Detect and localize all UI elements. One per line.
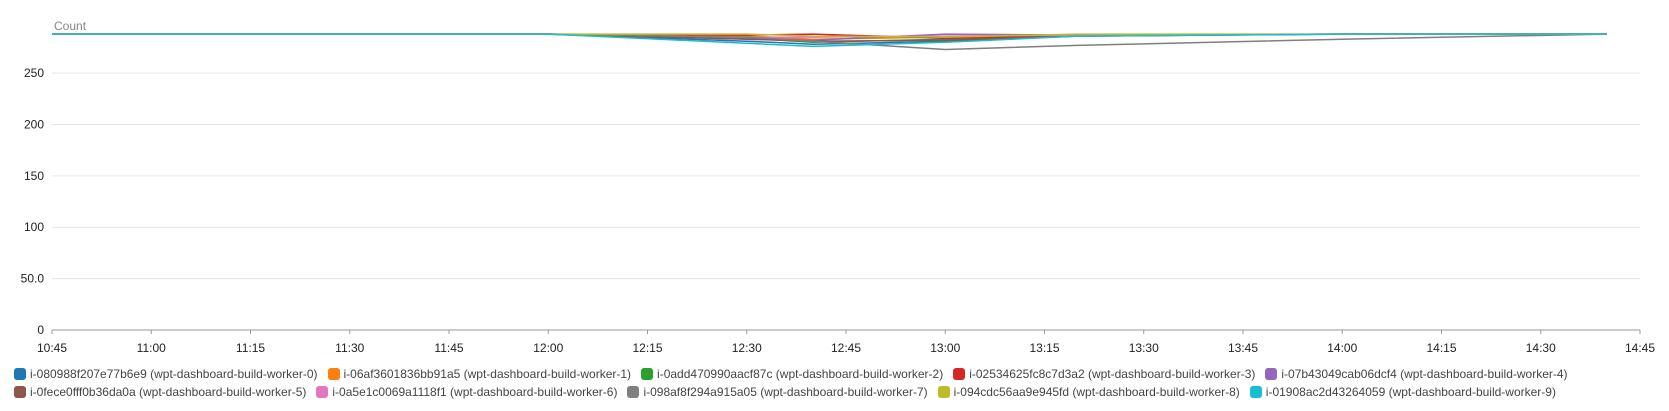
legend: i-080988f207e77b6e9 (wpt-dashboard-build… (14, 365, 1664, 401)
legend-swatch (627, 386, 640, 398)
y-tick-label: 0 (37, 323, 44, 337)
legend-label: i-080988f207e77b6e9 (wpt-dashboard-build… (30, 367, 318, 381)
legend-swatch (1249, 386, 1262, 398)
x-tick-label: 13:45 (1228, 341, 1258, 355)
legend-label: i-094cdc56aa9e945fd (wpt-dashboard-build… (953, 385, 1240, 399)
legend-label: i-02534625fc8c7d3a2 (wpt-dashboard-build… (969, 367, 1256, 381)
legend-swatch (316, 386, 329, 398)
y-tick-label: 150 (24, 169, 44, 183)
grid (52, 72, 1640, 331)
legend-label: i-0fece0fff0b36da0a (wpt-dashboard-build… (30, 385, 307, 399)
legend-item-worker-0[interactable]: i-080988f207e77b6e9 (wpt-dashboard-build… (14, 367, 318, 381)
x-tick-label: 11:00 (137, 341, 166, 355)
legend-label: i-0a5e1c0069a1118f1 (wpt-dashboard-build… (332, 385, 618, 399)
legend-swatch (937, 386, 950, 398)
x-tick-label: 10:45 (37, 341, 67, 355)
legend-label: i-01908ac2d43264059 (wpt-dashboard-build… (1265, 385, 1556, 399)
x-tick-label: 12:45 (831, 341, 861, 355)
x-tick-label: 13:15 (1029, 341, 1059, 355)
x-tick-label: 14:45 (1625, 341, 1655, 355)
legend-item-worker-4[interactable]: i-07b43049cab06dcf4 (wpt-dashboard-build… (1265, 367, 1568, 381)
legend-swatch (641, 368, 654, 380)
x-tick-label: 12:00 (533, 341, 563, 355)
x-tick-label: 11:30 (335, 341, 364, 355)
legend-item-worker-9[interactable]: i-01908ac2d43264059 (wpt-dashboard-build… (1249, 385, 1556, 399)
y-axis-ticks: 0 50.0 100 150 200 250 (21, 66, 45, 337)
legend-swatch (953, 368, 966, 380)
legend-swatch (14, 386, 26, 398)
legend-label: i-098af8f294a915a05 (wpt-dashboard-build… (643, 385, 928, 399)
series-line-worker-9 (52, 33, 1607, 48)
x-tick-label: 13:30 (1129, 341, 1159, 355)
legend-item-worker-3[interactable]: i-02534625fc8c7d3a2 (wpt-dashboard-build… (953, 367, 1255, 381)
x-tick-label: 14:00 (1327, 341, 1357, 355)
x-tick-label: 11:15 (236, 341, 265, 355)
x-axis-ticks: 10:45 11:00 11:15 11:30 11:45 12:00 12:15 12:30… (37, 330, 1655, 355)
x-tick-label: 14:15 (1426, 341, 1456, 355)
legend-item-worker-8[interactable]: i-094cdc56aa9e945fd (wpt-dashboard-build… (937, 385, 1240, 399)
x-tick-label: 11:45 (434, 341, 463, 355)
legend-swatch (327, 368, 340, 380)
x-tick-label: 12:30 (732, 341, 762, 355)
series-lines (52, 33, 1607, 51)
y-unit-label: Count (54, 19, 87, 33)
legend-label: i-0add470990aacf87c (wpt-dashboard-build… (657, 367, 944, 381)
legend-label: i-06af3601836bb91a5 (wpt-dashboard-build… (343, 367, 632, 381)
legend-label: i-07b43049cab06dcf4 (wpt-dashboard-build… (1281, 367, 1568, 381)
y-tick-label: 250 (24, 66, 44, 80)
y-tick-label: 50.0 (21, 272, 45, 286)
legend-item-worker-2[interactable]: i-0add470990aacf87c (wpt-dashboard-build… (641, 367, 943, 381)
legend-item-worker-6[interactable]: i-0a5e1c0069a1118f1 (wpt-dashboard-build… (316, 385, 617, 399)
x-tick-label: 13:00 (930, 341, 960, 355)
legend-row: i-0fece0fff0b36da0a (wpt-dashboard-build… (14, 383, 1664, 401)
x-tick-label: 14:30 (1526, 341, 1556, 355)
legend-item-worker-7[interactable]: i-098af8f294a915a05 (wpt-dashboard-build… (627, 385, 928, 399)
legend-swatch (14, 368, 26, 380)
legend-swatch (1265, 368, 1278, 380)
x-tick-label: 12:15 (632, 341, 662, 355)
legend-row: i-080988f207e77b6e9 (wpt-dashboard-build… (14, 365, 1664, 383)
legend-item-worker-5[interactable]: i-0fece0fff0b36da0a (wpt-dashboard-build… (14, 385, 306, 399)
y-tick-label: 200 (24, 117, 44, 131)
legend-item-worker-1[interactable]: i-06af3601836bb91a5 (wpt-dashboard-build… (327, 367, 632, 381)
y-tick-label: 100 (24, 220, 44, 234)
